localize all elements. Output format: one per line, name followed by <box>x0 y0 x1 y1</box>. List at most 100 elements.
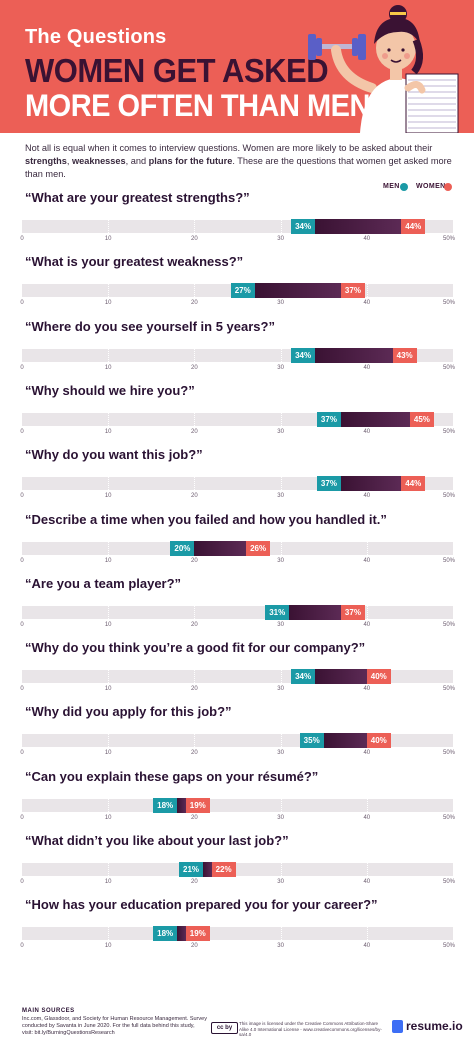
question-label: “Describe a time when you failed and how… <box>25 511 387 527</box>
intro-text-1: Not all is equal when it comes to interv… <box>25 143 433 153</box>
tick-label: 0 <box>20 364 24 371</box>
tick-label: 0 <box>20 686 24 693</box>
gridline <box>108 477 110 491</box>
gap-bar <box>177 926 186 942</box>
tick-label: 0 <box>20 750 24 757</box>
tick-label: 50% <box>442 814 456 821</box>
gridline <box>108 734 110 748</box>
question-label: “How has your education prepared you for… <box>25 897 378 913</box>
woman-weightlifting-illustration <box>308 5 459 133</box>
women-value-label: 37% <box>340 283 365 299</box>
women-value-label: 19% <box>185 797 210 813</box>
gridline <box>366 798 368 812</box>
tick-label: 50% <box>442 236 456 242</box>
question-label: “Why should we hire you?” <box>25 382 195 398</box>
bar-track <box>22 927 453 941</box>
gridline <box>280 220 282 233</box>
gridline <box>366 863 368 876</box>
women-value-label: 37% <box>340 604 365 620</box>
tick-label: 20 <box>191 428 198 435</box>
gridline <box>108 605 110 619</box>
tick-label: 40 <box>363 493 371 500</box>
question-label: “What didn’t you like about your last jo… <box>25 833 289 848</box>
tick-label: 10 <box>104 943 112 950</box>
tick-label: 30 <box>277 493 284 500</box>
gridline <box>366 605 368 619</box>
tick-label: 10 <box>104 493 112 500</box>
tick-label: 30 <box>277 750 284 757</box>
tick-label: 40 <box>363 750 371 757</box>
men-value-label: 18% <box>153 797 178 813</box>
men-value-label: 34% <box>291 669 316 685</box>
tick-label: 0 <box>20 493 24 500</box>
tick-label: 30 <box>277 879 284 885</box>
tick-label: 50% <box>442 364 456 371</box>
men-value-label: 34% <box>291 219 316 234</box>
gridline <box>366 284 368 298</box>
question-label: “Are you a team player?” <box>25 575 182 591</box>
tick-label: 30 <box>277 236 284 242</box>
tick-label: 40 <box>363 943 371 950</box>
gridline <box>280 927 282 941</box>
women-value-label: 44% <box>401 476 426 492</box>
gridline <box>280 798 282 812</box>
gridline <box>194 348 196 362</box>
tick-label: 40 <box>363 879 371 885</box>
gridline <box>194 284 196 298</box>
gridline <box>280 348 282 362</box>
tick-label: 50% <box>442 943 456 950</box>
tick-label: 40 <box>363 236 371 242</box>
gridline <box>108 670 110 684</box>
legend-men-swatch <box>400 183 408 191</box>
intro-paragraph: Not all is equal when it comes to interv… <box>25 142 455 181</box>
tick-label: 0 <box>20 621 24 628</box>
gap-bar <box>194 540 247 556</box>
women-value-label: 26% <box>246 540 271 556</box>
men-value-label: 37% <box>316 476 341 492</box>
tick-label: 0 <box>20 300 24 307</box>
hero-line-1: The Questions <box>25 26 167 48</box>
men-value-label: 35% <box>299 733 324 749</box>
gap-bar <box>315 219 402 234</box>
tick-label: 50% <box>442 621 456 628</box>
gridline <box>280 412 282 426</box>
tick-label: 10 <box>104 686 112 693</box>
intro-bold-weaknesses: weaknesses <box>71 156 126 166</box>
tick-label: 10 <box>104 236 112 242</box>
gridline <box>108 798 110 812</box>
men-value-label: 18% <box>153 926 178 942</box>
hero-title: WOMEN GET ASKED <box>25 52 329 90</box>
tick-label: 30 <box>277 300 284 307</box>
tick-label: 20 <box>191 364 198 371</box>
tick-label: 20 <box>191 557 198 564</box>
tick-label: 20 <box>191 750 198 757</box>
tick-label: 10 <box>104 814 112 821</box>
hero-banner: The Questions WOMEN GET ASKED MORE OFTEN… <box>0 0 474 133</box>
bar-track <box>22 863 453 876</box>
men-value-label: 34% <box>291 347 316 363</box>
intro-bold-strengths: strengths <box>25 156 67 166</box>
tick-label: 30 <box>277 814 284 821</box>
bar-track <box>22 605 453 619</box>
gap-bar <box>315 669 367 685</box>
gridline <box>108 284 110 298</box>
women-value-label: 43% <box>392 347 417 363</box>
question-label: “Why do you want this job?” <box>25 447 203 463</box>
gap-bar <box>340 476 402 492</box>
legend-women-swatch <box>444 183 452 191</box>
question-label: “Why did you apply for this job?” <box>25 704 232 720</box>
gridline <box>280 541 282 555</box>
women-value-label: 40% <box>366 733 391 749</box>
sources-heading: MAIN SOURCES <box>22 1008 75 1014</box>
tick-label: 20 <box>191 493 198 500</box>
gap-bar <box>340 411 410 427</box>
brand-wordmark: resume.io <box>406 1019 463 1033</box>
tick-label: 50% <box>442 428 456 435</box>
gap-bar <box>177 797 186 813</box>
gridline <box>108 412 110 426</box>
question-label: “Why do you think you’re a good fit for … <box>25 640 366 656</box>
gridline <box>280 670 282 684</box>
tick-label: 50% <box>442 300 456 307</box>
tick-label: 0 <box>20 428 24 435</box>
tick-label: 0 <box>20 814 24 821</box>
